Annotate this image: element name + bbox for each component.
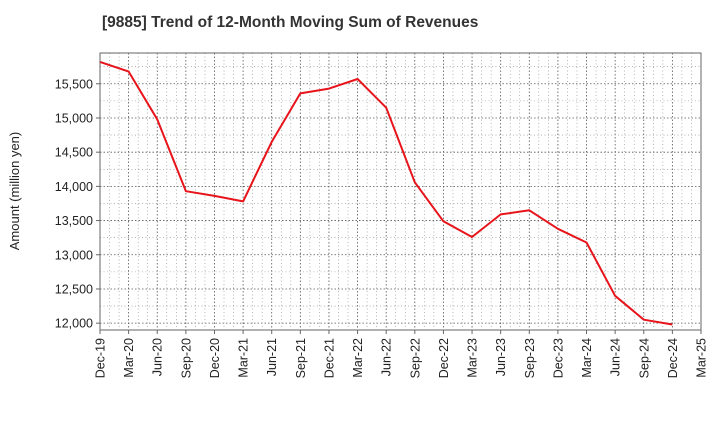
x-tick-label: Jun-23 <box>494 338 508 376</box>
x-tick-label: Jun-21 <box>265 338 279 376</box>
x-tick-label: Sep-21 <box>294 338 308 378</box>
x-axis-ticks: Dec-19 Mar-20 Jun-20 Sep-20 Dec-20 Mar-21 Jun-… <box>94 330 709 378</box>
x-tick-label: Sep-24 <box>637 338 651 378</box>
x-tick-label: Sep-20 <box>179 338 193 378</box>
x-tick-label: Mar-24 <box>580 338 594 378</box>
x-tick-label: Dec-20 <box>208 338 222 378</box>
x-tick-label: Dec-24 <box>666 338 680 378</box>
series-line <box>99 60 673 326</box>
y-tick-label: 12,000 <box>55 317 93 331</box>
y-tick-label: 15,500 <box>55 77 93 91</box>
x-tick-label: Dec-23 <box>551 338 565 378</box>
x-tick-label: Sep-22 <box>408 338 422 378</box>
x-tick-label: Mar-22 <box>351 338 365 378</box>
y-axis-title: Amount (million yen) <box>7 132 22 251</box>
series-group <box>99 60 673 326</box>
x-tick-label: Jun-20 <box>151 338 165 376</box>
x-tick-label: Mar-23 <box>466 338 480 378</box>
x-tick-label: Jun-22 <box>380 338 394 376</box>
chart-title: [9885] Trend of 12-Month Moving Sum of R… <box>102 14 479 31</box>
x-tick-label: Sep-23 <box>523 338 537 378</box>
y-tick-label: 14,000 <box>55 180 93 194</box>
x-tick-label: Dec-21 <box>322 338 336 378</box>
y-tick-label: 14,500 <box>55 146 93 160</box>
y-axis-ticks: 12,000 12,500 13,000 13,500 14,000 14,500 15,0… <box>55 77 100 331</box>
y-tick-label: 13,000 <box>55 248 93 262</box>
y-tick-label: 12,500 <box>55 282 93 296</box>
y-tick-label: 13,500 <box>55 214 93 228</box>
x-tick-label: Dec-19 <box>94 338 108 378</box>
grid-lines <box>99 53 702 330</box>
x-tick-label: Jun-24 <box>609 338 623 376</box>
x-tick-label: Mar-25 <box>695 338 709 378</box>
x-tick-label: Mar-21 <box>237 338 251 378</box>
y-tick-label: 15,000 <box>55 111 93 125</box>
plot-area-frame <box>99 52 702 331</box>
x-tick-label: Dec-22 <box>437 338 451 378</box>
x-tick-label: Mar-20 <box>122 338 136 378</box>
